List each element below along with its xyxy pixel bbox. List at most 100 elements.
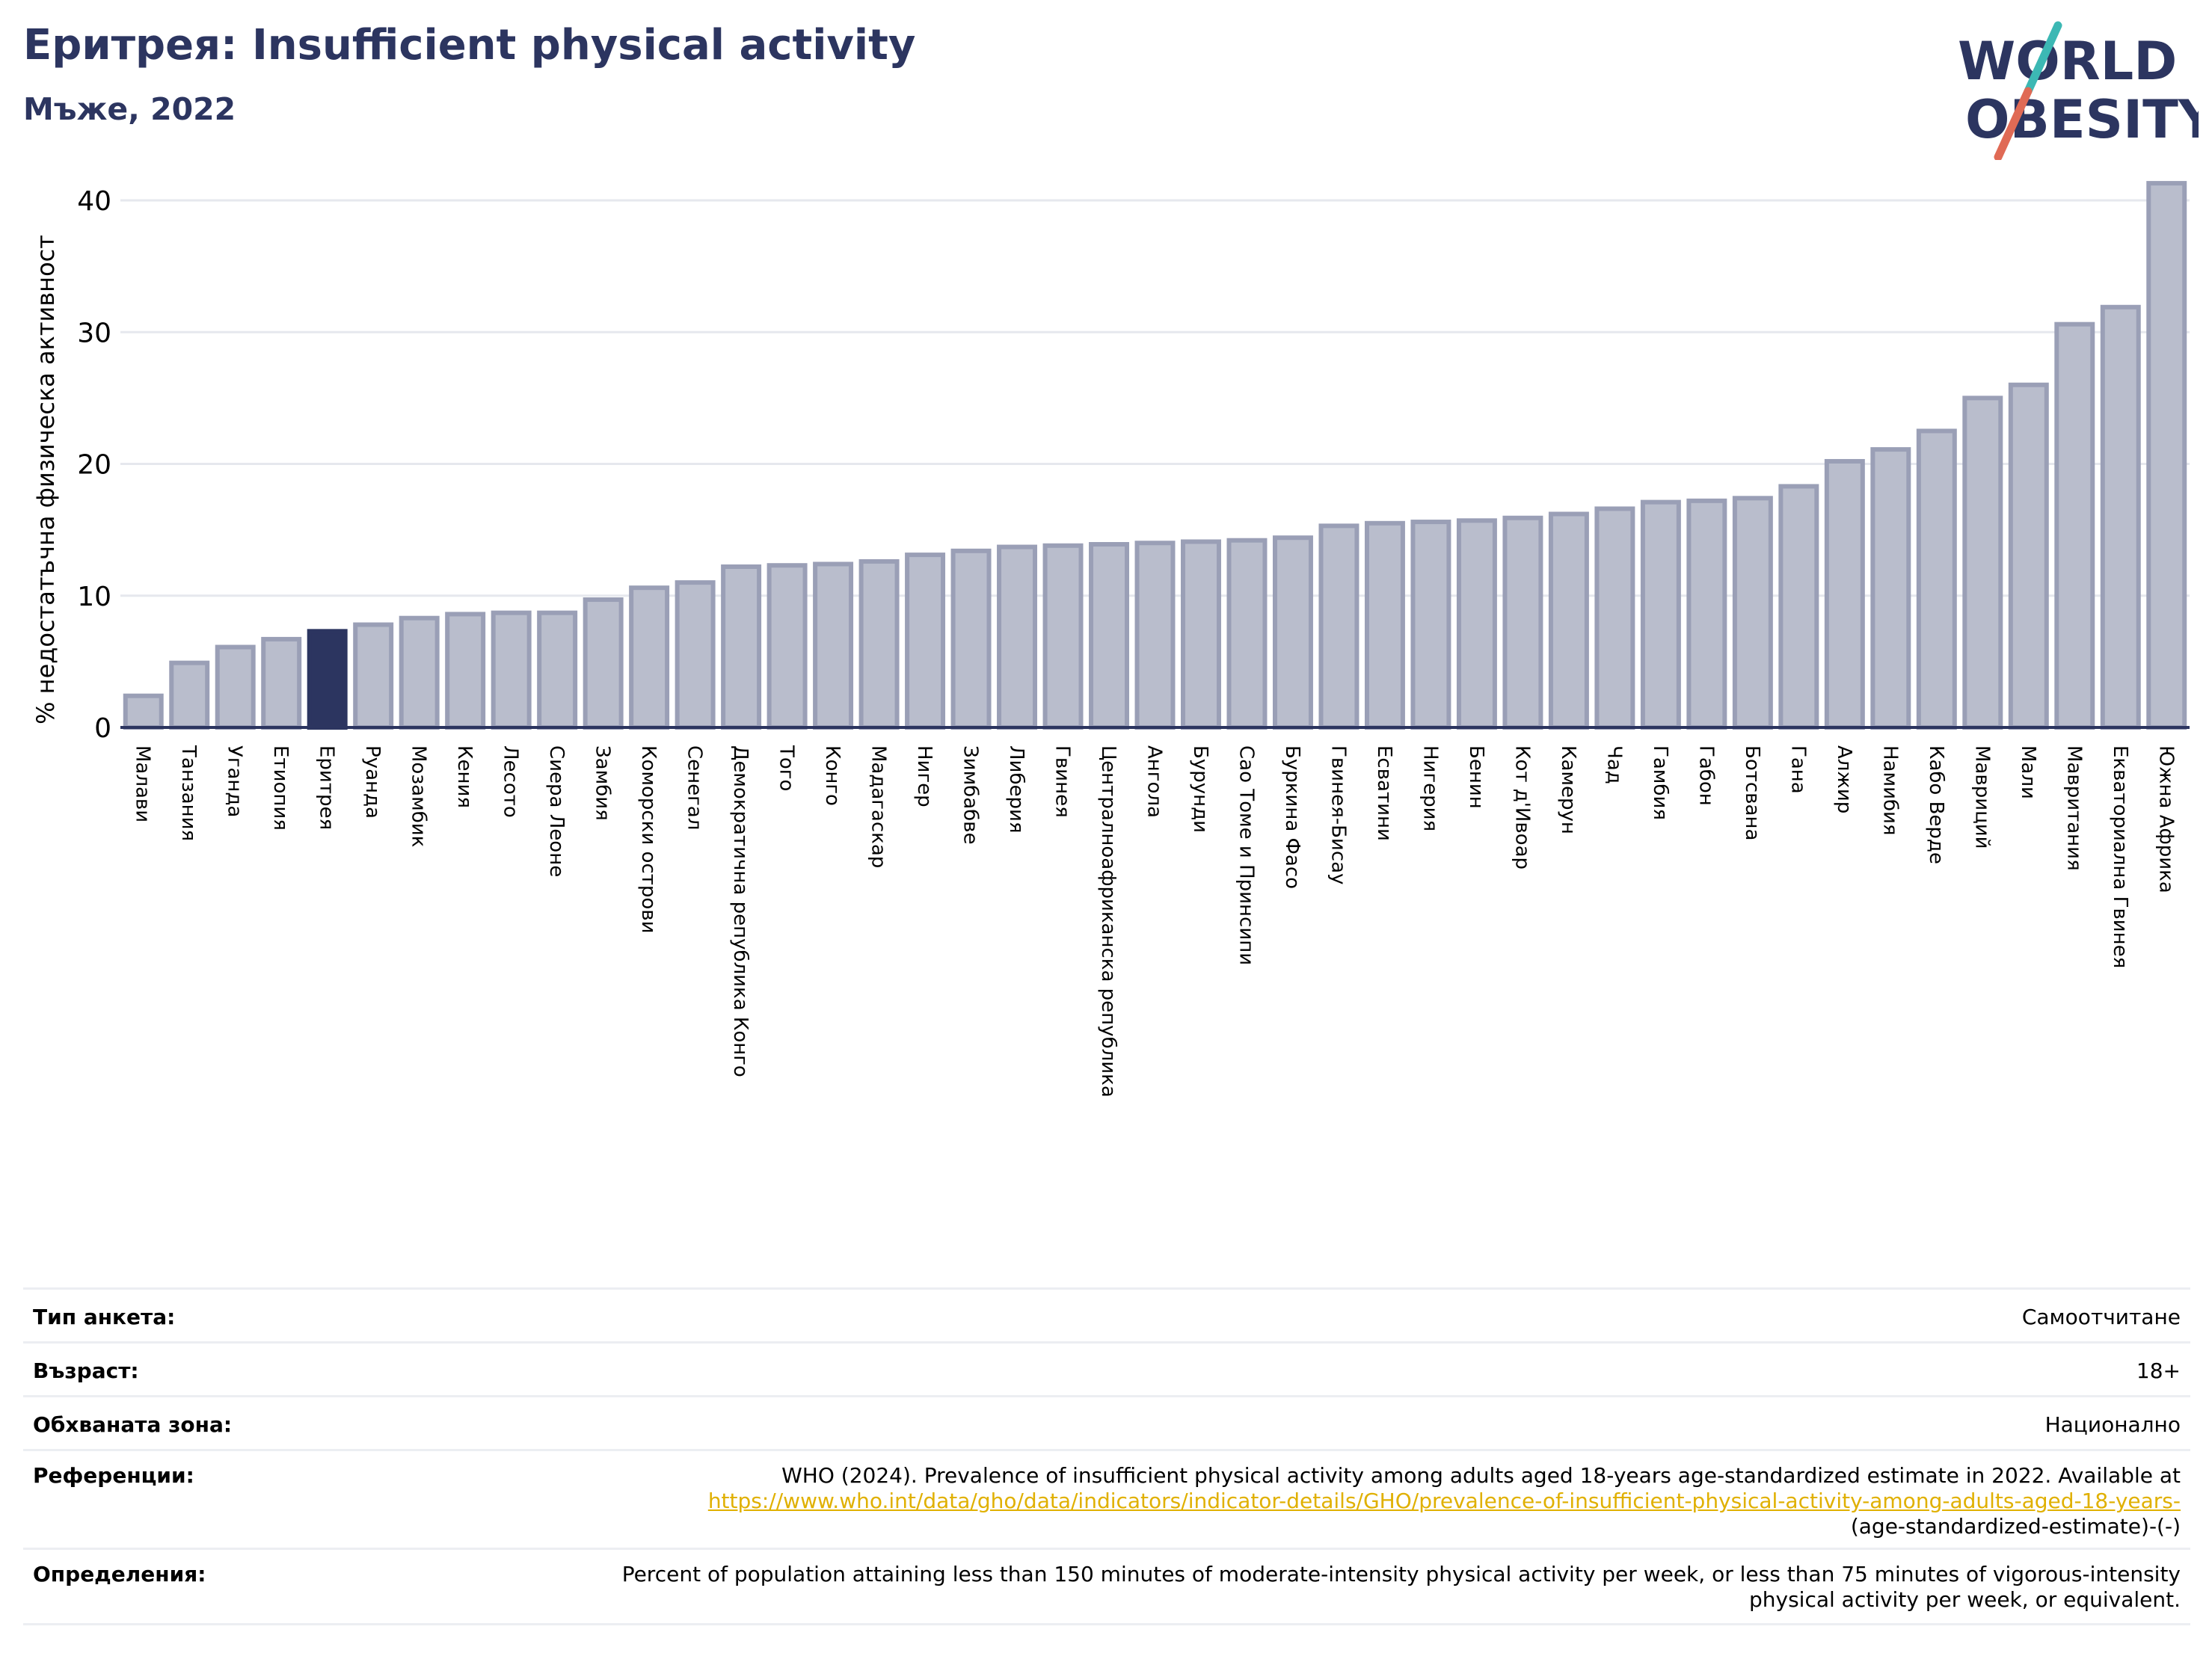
bar-42 <box>2054 321 2095 730</box>
x-tick-label: Кения <box>453 745 476 808</box>
bar-37 <box>1824 458 1865 730</box>
bar-21 <box>1089 542 1129 730</box>
x-tick-label: Южна Африка <box>2154 745 2177 893</box>
x-tick-label: Гвинея-Бисау <box>1327 745 1349 884</box>
x-tick-label: Габон <box>1695 745 1717 806</box>
bar-22 <box>1134 541 1176 730</box>
bar-16 <box>858 558 900 730</box>
info-label: Референции: <box>33 1463 194 1488</box>
x-tick-label: Буркина Фасо <box>1281 745 1303 889</box>
x-tick-label: Конго <box>821 745 844 806</box>
bar-27 <box>1364 520 1405 730</box>
x-tick-label: Ангола <box>1143 745 1166 818</box>
bar-43 <box>2100 304 2141 730</box>
bar-33 <box>1640 499 1681 730</box>
x-tick-label: Малави <box>132 745 154 822</box>
bar-38 <box>1870 447 1911 730</box>
bar-17 <box>905 553 946 730</box>
page-subtitle: Мъже, 2022 <box>23 91 236 127</box>
x-tick-label: Еритрея <box>316 745 338 830</box>
bar-31 <box>1548 511 1589 730</box>
bar-40 <box>1962 396 2003 730</box>
info-value: Percent of population attaining less tha… <box>621 1562 2181 1612</box>
x-tick-label: Есватини <box>1373 745 1395 841</box>
x-tick-label: Руанда <box>361 745 384 819</box>
info-label: Обхваната зона: <box>33 1412 233 1437</box>
bar-13 <box>721 564 762 730</box>
x-tick-label: Гана <box>1787 745 1809 794</box>
y-axis-label: % недостатъчна физическа активност <box>31 235 60 724</box>
y-tick-label: 20 <box>77 450 111 481</box>
x-tick-label: Ботсвана <box>1741 745 1763 840</box>
bar-12 <box>675 580 716 730</box>
x-tick-label: Зимбабве <box>959 745 982 845</box>
bar-28 <box>1410 520 1451 730</box>
bar-0 <box>123 693 164 730</box>
bar-chart: 0 10 20 30 40 % недостатъчна физическа активн… <box>31 181 2190 1098</box>
y-tick-label: 0 <box>94 713 111 744</box>
bar-9 <box>537 610 578 730</box>
x-tick-label: Кот д'Ивоар <box>1511 745 1533 870</box>
reference-link[interactable]: https://www.who.int/data/gho/data/indica… <box>707 1489 2181 1513</box>
x-tick-label: Бенин <box>1465 745 1487 809</box>
logo-slash-coral <box>1994 87 2033 160</box>
bar-10 <box>583 597 624 730</box>
bar-41 <box>2008 382 2049 730</box>
x-tick-label: Того <box>775 745 798 791</box>
x-tick-label: Лесото <box>500 745 522 818</box>
x-tick-label: Чад <box>1603 745 1625 784</box>
bar-11 <box>629 585 670 730</box>
bar-26 <box>1318 523 1360 730</box>
x-tick-label: Уганда <box>224 745 246 817</box>
bar-5 <box>353 622 394 730</box>
bar-7 <box>445 612 486 730</box>
x-tick-label: Демократична република Конго <box>729 745 752 1077</box>
bar-8 <box>491 610 532 730</box>
bar-15 <box>813 561 854 730</box>
y-tick-label: 10 <box>77 582 111 612</box>
x-tick-label: Гамбия <box>1649 745 1671 820</box>
x-tick-label: Сенегал <box>683 745 706 830</box>
bar-14 <box>766 563 808 730</box>
info-value: 18+ <box>2136 1358 2181 1383</box>
x-tick-label: Мали <box>2017 745 2039 799</box>
bar-23 <box>1181 539 1221 730</box>
x-tick-label: Гвинея <box>1051 745 1074 818</box>
x-tick-label: Сиера Леоне <box>545 745 568 877</box>
bar-30 <box>1502 515 1543 730</box>
bar-35 <box>1732 496 1773 730</box>
info-value: Самоотчитане <box>2021 1305 2181 1329</box>
x-tick-label: Замбия <box>592 745 614 821</box>
x-tick-label: Танзания <box>177 745 200 841</box>
x-tick-label: Етиопия <box>269 745 292 831</box>
logo-slash-teal <box>2024 21 2062 96</box>
bar-4 <box>307 629 348 730</box>
bar-18 <box>950 548 992 730</box>
reference-text: WHO (2024). Prevalence of insufficient p… <box>781 1463 2181 1488</box>
bar-24 <box>1226 538 1268 730</box>
info-value: Национално <box>2044 1412 2181 1437</box>
bar-25 <box>1272 535 1313 730</box>
y-tick-label: 30 <box>77 318 111 348</box>
x-tick-label: Камерун <box>1557 745 1579 834</box>
logo-text-top: WORLD <box>1958 31 2177 92</box>
bar-34 <box>1686 498 1727 730</box>
x-tick-label: Алжир <box>1833 745 1855 813</box>
reference-suffix: (age-standardized-estimate)-(-) <box>1850 1514 2181 1539</box>
info-row-survey-type: Тип анкета: Самоотчитане <box>23 1287 2190 1341</box>
info-label: Определения: <box>33 1562 206 1586</box>
x-tick-label: Мавритания <box>2062 745 2085 871</box>
x-tick-label: Нигер <box>913 745 936 807</box>
x-tick-label: Либерия <box>1005 745 1027 834</box>
bar-39 <box>1916 428 1957 730</box>
bar-3 <box>261 636 302 730</box>
x-tick-label: Коморски острови <box>637 745 660 934</box>
bar-6 <box>399 615 440 730</box>
x-tick-label: Мавриций <box>1970 745 1993 849</box>
bar-44 <box>2146 181 2187 730</box>
x-tick-label: Сао Томе и Принсипи <box>1235 745 1257 965</box>
bar-2 <box>215 644 256 730</box>
x-tick-label: Намибия <box>1878 745 1901 836</box>
bar-1 <box>169 660 210 730</box>
bar-29 <box>1456 518 1497 730</box>
